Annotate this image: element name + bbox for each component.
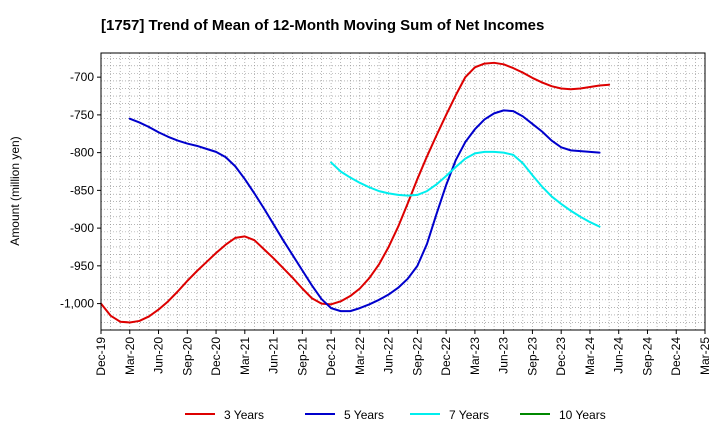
legend-label: 5 Years — [344, 408, 384, 422]
x-tick-label: Dec-24 — [669, 337, 683, 376]
legend: 3 Years 5 Years 7 Years 10 Years — [185, 408, 606, 422]
legend-label: 7 Years — [449, 408, 489, 422]
x-tick-label: Jun-23 — [497, 337, 511, 374]
x-tick-label: Mar-22 — [353, 337, 367, 375]
series-lines — [100, 61, 611, 324]
legend-item: 3 Years — [185, 408, 264, 422]
y-tick-label: -950 — [70, 259, 94, 273]
x-tick-label: Sep-23 — [525, 337, 539, 376]
x-tick-label: Sep-20 — [180, 337, 194, 376]
x-tick-label: Jun-21 — [267, 337, 281, 374]
legend-item: 7 Years — [410, 408, 489, 422]
x-ticks: Dec-19 Mar-20 Jun-20 Sep-20 Dec-20 Mar-21 Jun-… — [94, 330, 712, 376]
series-line-7-years — [330, 150, 601, 228]
x-tick-label: Mar-21 — [238, 337, 252, 375]
y-tick-label: -850 — [70, 183, 94, 197]
x-tick-label: Mar-23 — [468, 337, 482, 375]
x-tick-label: Sep-24 — [640, 337, 654, 376]
chart-title: [1757] Trend of Mean of 12-Month Moving … — [101, 17, 544, 34]
series-line-5-years — [128, 109, 601, 313]
plot-frame — [100, 52, 706, 331]
legend-label: 10 Years — [559, 408, 606, 422]
x-tick-label: Jun-22 — [382, 337, 396, 374]
x-tick-label: Dec-20 — [209, 337, 223, 376]
x-tick-label: Dec-23 — [554, 337, 568, 376]
y-tick-label: -700 — [70, 70, 94, 84]
legend-label: 3 Years — [224, 408, 264, 422]
y-axis-label: Amount (million yen) — [8, 136, 22, 245]
legend-item: 5 Years — [305, 408, 384, 422]
grid — [100, 53, 706, 330]
x-tick-label: Dec-21 — [324, 337, 338, 376]
x-tick-label: Mar-24 — [583, 337, 597, 375]
y-tick-label: -1,000 — [60, 297, 94, 311]
plot-background — [101, 53, 705, 330]
y-tick-label: -750 — [70, 108, 94, 122]
x-tick-label: Dec-19 — [94, 337, 108, 376]
legend-item: 10 Years — [520, 408, 606, 422]
y-tick-label: -900 — [70, 221, 94, 235]
y-tick-label: -800 — [70, 146, 94, 160]
x-tick-label: Sep-21 — [295, 337, 309, 376]
x-tick-label: Dec-22 — [439, 337, 453, 376]
x-tick-label: Jun-20 — [152, 337, 166, 374]
x-tick-label: Sep-22 — [410, 337, 424, 376]
x-tick-label: Mar-25 — [698, 337, 712, 375]
series-line-3-years — [100, 61, 611, 324]
x-tick-label: Mar-20 — [123, 337, 137, 375]
x-tick-label: Jun-24 — [612, 337, 626, 374]
y-ticks: -700 -750 -800 -850 -900 -950 -1,000 — [60, 70, 101, 311]
